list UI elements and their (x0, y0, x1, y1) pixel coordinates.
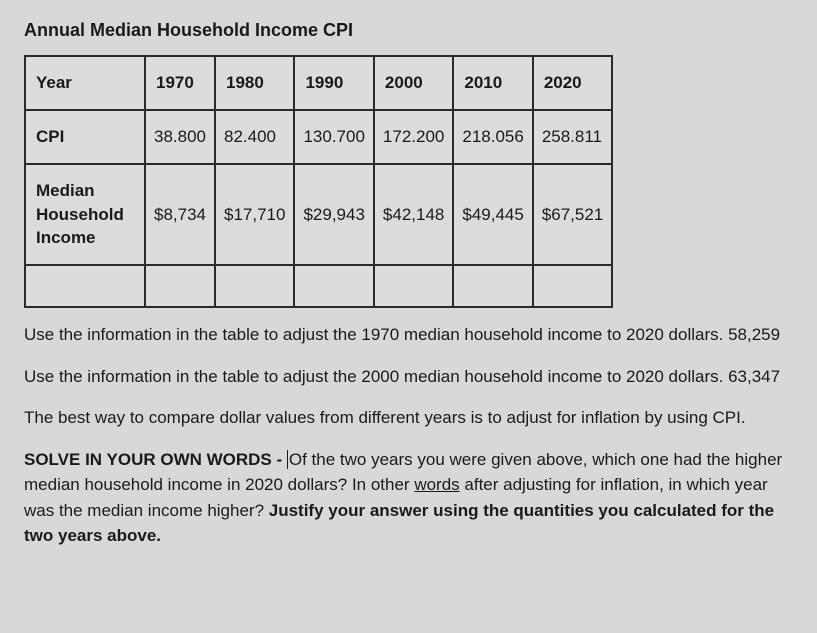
cpi-2000: 172.200 (374, 110, 453, 164)
paragraph-1970-adjust: Use the information in the table to adju… (24, 322, 793, 348)
cpi-1980: 82.400 (215, 110, 294, 164)
cpi-2010: 218.056 (453, 110, 532, 164)
cpi-income-table: Year 1970 1980 1990 2000 2010 2020 CPI 3… (24, 55, 613, 308)
income-2020: $67,521 (533, 164, 612, 265)
year-2020: 2020 (533, 56, 612, 110)
solve-prompt: SOLVE IN YOUR OWN WORDS - Of the two yea… (24, 447, 793, 549)
empty-cell (145, 265, 215, 307)
income-label: Median Household Income (25, 164, 145, 265)
year-1970: 1970 (145, 56, 215, 110)
solve-underlined: words (414, 475, 459, 494)
income-1980: $17,710 (215, 164, 294, 265)
paragraph-cpi-explain: The best way to compare dollar values fr… (24, 405, 793, 431)
table-row-income: Median Household Income $8,734 $17,710 $… (25, 164, 612, 265)
empty-cell (215, 265, 294, 307)
empty-cell (25, 265, 145, 307)
income-2000: $42,148 (374, 164, 453, 265)
empty-cell (533, 265, 612, 307)
year-1980: 1980 (215, 56, 294, 110)
solve-prefix: SOLVE IN YOUR OWN WORDS - (24, 450, 287, 469)
income-label-line2: Household (36, 205, 124, 224)
table-row-cpi: CPI 38.800 82.400 130.700 172.200 218.05… (25, 110, 612, 164)
cpi-2020: 258.811 (533, 110, 612, 164)
paragraph-2000-adjust: Use the information in the table to adju… (24, 364, 793, 390)
table-row-year: Year 1970 1980 1990 2000 2010 2020 (25, 56, 612, 110)
empty-cell (294, 265, 373, 307)
document-title: Annual Median Household Income CPI (24, 18, 793, 43)
year-label: Year (25, 56, 145, 110)
table-row-empty (25, 265, 612, 307)
income-label-line1: Median (36, 181, 95, 200)
cpi-1990: 130.700 (294, 110, 373, 164)
income-label-line3: Income (36, 228, 96, 247)
year-2000: 2000 (374, 56, 453, 110)
year-2010: 2010 (453, 56, 532, 110)
year-1990: 1990 (294, 56, 373, 110)
empty-cell (453, 265, 532, 307)
income-1970: $8,734 (145, 164, 215, 265)
income-1990: $29,943 (294, 164, 373, 265)
empty-cell (374, 265, 453, 307)
cpi-1970: 38.800 (145, 110, 215, 164)
income-2010: $49,445 (453, 164, 532, 265)
text-cursor-icon (287, 450, 288, 469)
cpi-label: CPI (25, 110, 145, 164)
